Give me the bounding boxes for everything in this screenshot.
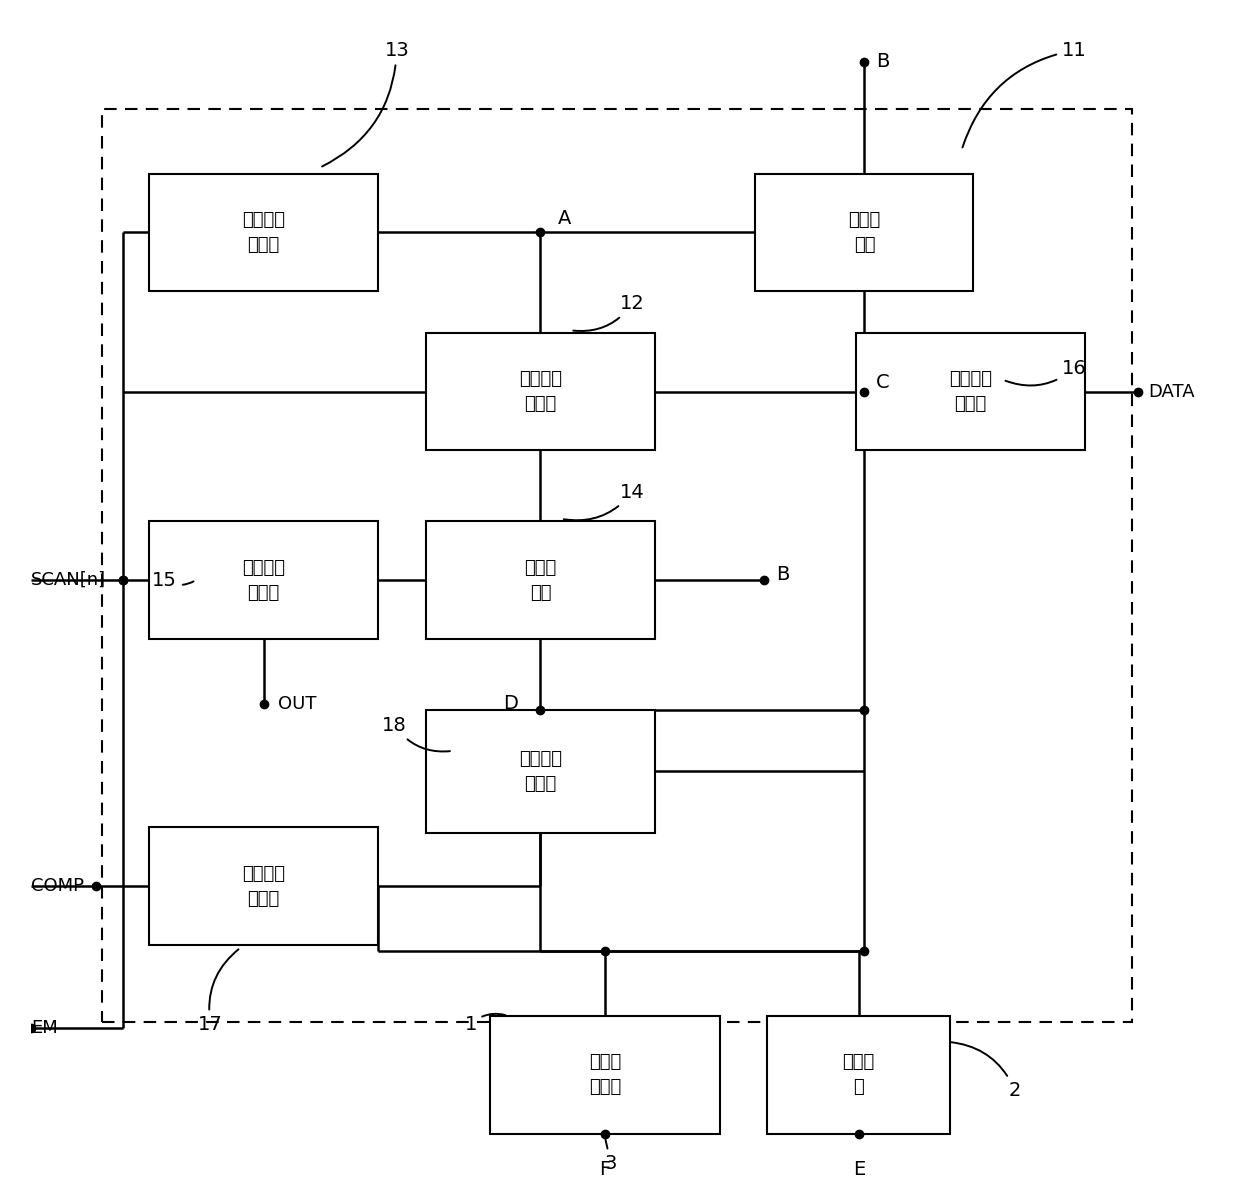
Text: EM: EM xyxy=(31,1018,58,1037)
FancyBboxPatch shape xyxy=(425,521,656,639)
FancyBboxPatch shape xyxy=(856,333,1085,450)
Text: 14: 14 xyxy=(564,483,645,520)
Text: 第二储能
子电路: 第二储能 子电路 xyxy=(949,371,992,413)
Text: B: B xyxy=(776,565,790,584)
FancyBboxPatch shape xyxy=(149,174,378,291)
Text: OUT: OUT xyxy=(278,695,316,713)
Text: 数据写入
子电路: 数据写入 子电路 xyxy=(520,371,562,413)
Text: 第二复位
子电路: 第二复位 子电路 xyxy=(520,749,562,793)
Text: 驱动子
电路: 驱动子 电路 xyxy=(848,211,880,255)
Text: 第一储能
子电路: 第一储能 子电路 xyxy=(242,211,285,255)
Text: SCAN[n]: SCAN[n] xyxy=(31,571,107,588)
Text: 1: 1 xyxy=(465,1014,506,1034)
Text: B: B xyxy=(877,52,889,71)
Text: C: C xyxy=(877,373,890,392)
Text: 指纹检
测元件: 指纹检 测元件 xyxy=(589,1054,621,1096)
Text: 数据输出
子电路: 数据输出 子电路 xyxy=(242,559,285,601)
Text: E: E xyxy=(853,1159,866,1178)
FancyBboxPatch shape xyxy=(755,174,973,291)
Text: 检测子
电路: 检测子 电路 xyxy=(525,559,557,601)
Text: 第一复位
子电路: 第一复位 子电路 xyxy=(242,864,285,908)
FancyBboxPatch shape xyxy=(149,828,378,945)
FancyBboxPatch shape xyxy=(149,521,378,639)
Text: 17: 17 xyxy=(198,950,238,1034)
Text: 15: 15 xyxy=(153,571,193,590)
Text: DATA: DATA xyxy=(1148,382,1194,400)
Text: 12: 12 xyxy=(573,294,645,332)
FancyBboxPatch shape xyxy=(490,1016,720,1134)
Text: 13: 13 xyxy=(322,40,409,167)
Text: 发光元
件: 发光元 件 xyxy=(842,1054,874,1096)
Text: 3: 3 xyxy=(605,1139,618,1173)
Text: 11: 11 xyxy=(962,40,1086,147)
FancyBboxPatch shape xyxy=(425,333,656,450)
Text: COMP: COMP xyxy=(31,877,84,895)
Text: A: A xyxy=(558,208,572,227)
Text: 18: 18 xyxy=(382,716,450,752)
FancyBboxPatch shape xyxy=(768,1016,950,1134)
FancyBboxPatch shape xyxy=(425,709,656,834)
Text: 2: 2 xyxy=(950,1042,1021,1100)
Text: D: D xyxy=(502,694,517,713)
Text: 16: 16 xyxy=(1006,359,1086,386)
Text: F: F xyxy=(599,1159,610,1178)
